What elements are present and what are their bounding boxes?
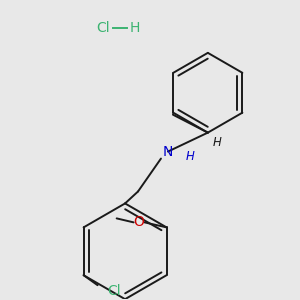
Text: Cl: Cl <box>107 284 121 298</box>
Text: Cl: Cl <box>96 21 110 35</box>
Text: H: H <box>213 136 222 148</box>
Text: O: O <box>133 215 144 230</box>
Text: H: H <box>130 21 140 35</box>
Text: N: N <box>163 145 173 159</box>
Text: H: H <box>186 150 195 163</box>
